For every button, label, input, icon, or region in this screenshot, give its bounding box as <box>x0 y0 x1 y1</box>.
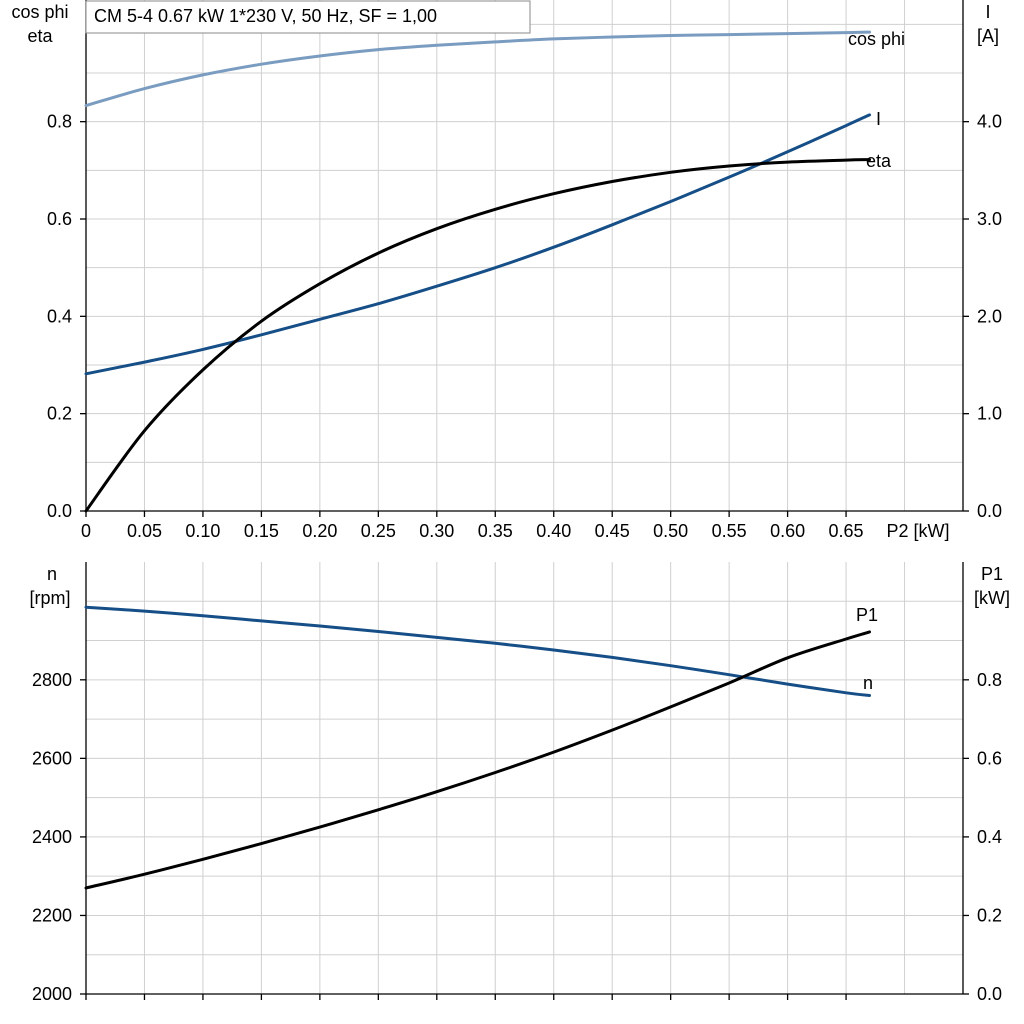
x-tick-label: 0.05 <box>127 521 162 541</box>
x-tick-label: 0.40 <box>536 521 571 541</box>
current-tick-label: 2.0 <box>977 306 1002 326</box>
top-right-axis-label-line1: I <box>985 2 990 22</box>
x-tick-label: 0.45 <box>595 521 630 541</box>
cos-phi-eta-tick-label: 0.4 <box>47 306 72 326</box>
cos-phi-eta-tick-label: 0.6 <box>47 209 72 229</box>
chart-title: CM 5-4 0.67 kW 1*230 V, 50 Hz, SF = 1,00 <box>94 6 437 26</box>
curve-label-n: n <box>863 673 873 693</box>
bottom-right-axis-label-line1: P1 <box>981 564 1003 584</box>
current-tick-label: 1.0 <box>977 404 1002 424</box>
x-tick-label: 0.15 <box>244 521 279 541</box>
top-left-axis-label-line1: cos phi <box>11 2 68 22</box>
current-curve <box>84 113 871 376</box>
curve-label-i: I <box>876 109 881 129</box>
chart-title-box: CM 5-4 0.67 kW 1*230 V, 50 Hz, SF = 1,00 <box>85 0 531 34</box>
top-left-axis-label-line2: eta <box>27 26 53 46</box>
bottom-chart-grid <box>86 562 963 994</box>
speed-curve <box>84 605 871 697</box>
bottom-left-axis-label-line2: [rpm] <box>29 588 70 608</box>
x-tick-label: 0.50 <box>653 521 688 541</box>
speed-tick-label: 2000 <box>32 984 72 1004</box>
x-tick-label: 0.25 <box>361 521 396 541</box>
cos-phi-eta-tick-label: 0.2 <box>47 404 72 424</box>
top-right-axis-label-line2: [A] <box>977 26 999 46</box>
current-tick-label: 4.0 <box>977 112 1002 132</box>
p1-tick-label: 0.6 <box>977 748 1002 768</box>
p1-tick-label: 0.0 <box>977 984 1002 1004</box>
cos-phi-eta-tick-label: 0.0 <box>47 501 72 521</box>
top-chart-grid <box>86 0 963 511</box>
x-tick-label: 0.30 <box>419 521 454 541</box>
speed-tick-label: 2200 <box>32 905 72 925</box>
p1-tick-label: 0.8 <box>977 670 1002 690</box>
speed-tick-label: 2800 <box>32 670 72 690</box>
p1-curve <box>84 630 871 890</box>
speed-tick-label: 2400 <box>32 827 72 847</box>
chart-curves <box>84 30 871 890</box>
x-axis-label: P2 [kW] <box>886 521 949 541</box>
p1-tick-label: 0.2 <box>977 905 1002 925</box>
bottom-right-axis-label-line2: [kW] <box>974 588 1010 608</box>
efficiency-curve <box>84 158 871 513</box>
x-tick-label: 0.65 <box>829 521 864 541</box>
x-tick-label: 0.10 <box>185 521 220 541</box>
speed-tick-label: 2600 <box>32 748 72 768</box>
x-tick-label: 0.60 <box>770 521 805 541</box>
curve-label-cos-phi: cos phi <box>848 29 905 49</box>
x-tick-label: 0.20 <box>302 521 337 541</box>
current-tick-label: 3.0 <box>977 209 1002 229</box>
curve-label-p1: P1 <box>856 605 878 625</box>
cos-phi-eta-tick-label: 0.8 <box>47 112 72 132</box>
x-tick-label: 0.35 <box>478 521 513 541</box>
curve-label-eta: eta <box>866 151 892 171</box>
p1-tick-label: 0.4 <box>977 827 1002 847</box>
x-tick-label: 0.55 <box>712 521 747 541</box>
cos-phi-curve <box>84 30 871 108</box>
axis-ticks: 0 0.05 0.10 0.15 0.20 0.25 0.30 0.35 0.40 0.45 0.5… <box>32 112 1002 1004</box>
bottom-left-axis-label-line1: n <box>47 564 57 584</box>
current-tick-label: 0.0 <box>977 501 1002 521</box>
x-tick-label: 0 <box>81 521 91 541</box>
